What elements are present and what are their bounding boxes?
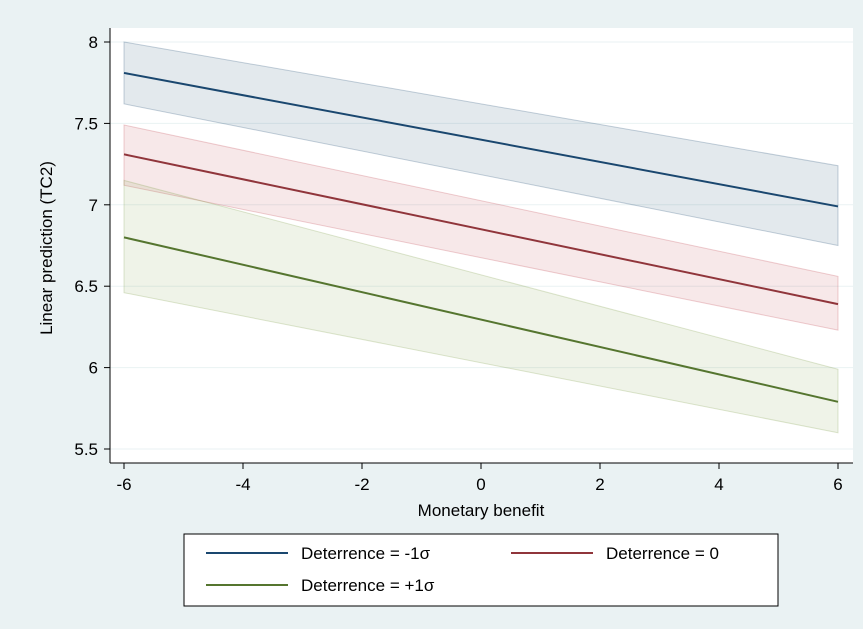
line-series-3: [123, 236, 839, 403]
y-axis-ticks: 5.5 6 6.5 7 7.5 8: [74, 33, 110, 459]
y-tick-label: 6.5: [74, 277, 98, 296]
plot-area: [110, 28, 853, 463]
x-tick-label: -6: [116, 475, 131, 494]
legend-label-series-1: Deterrence = -1σ: [301, 544, 431, 563]
y-axis-title: Linear prediction (TC2): [37, 161, 56, 335]
x-axis-ticks: -6 -4 -2 0 2 4 6: [116, 463, 843, 494]
y-tick-label: 7.5: [74, 114, 98, 133]
legend-label-series-3: Deterrence = +1σ: [301, 576, 435, 595]
y-tick-label: 8: [89, 33, 98, 52]
gridlines: [110, 41, 853, 450]
y-tick-label: 7: [89, 196, 98, 215]
x-tick-label: 0: [476, 475, 485, 494]
ci-band-series-2: [123, 124, 839, 331]
series-lines: [123, 71, 839, 403]
x-tick-label: -4: [235, 475, 250, 494]
x-tick-label: -2: [354, 475, 369, 494]
x-tick-label: 4: [714, 475, 723, 494]
ci-band-series-1: [123, 41, 839, 247]
line-series-2: [123, 153, 839, 306]
x-tick-label: 6: [833, 475, 842, 494]
legend-label-series-2: Deterrence = 0: [606, 544, 719, 563]
x-tick-label: 2: [595, 475, 604, 494]
confidence-bands: [123, 41, 839, 434]
y-tick-label: 5.5: [74, 440, 98, 459]
ci-band-series-3: [123, 179, 839, 434]
x-axis-title: Monetary benefit: [418, 501, 545, 520]
line-series-1: [123, 71, 839, 208]
y-tick-label: 6: [89, 359, 98, 378]
legend-box: [183, 533, 779, 607]
legend: Deterrence = -1σ Deterrence = 0 Deterren…: [183, 533, 779, 607]
